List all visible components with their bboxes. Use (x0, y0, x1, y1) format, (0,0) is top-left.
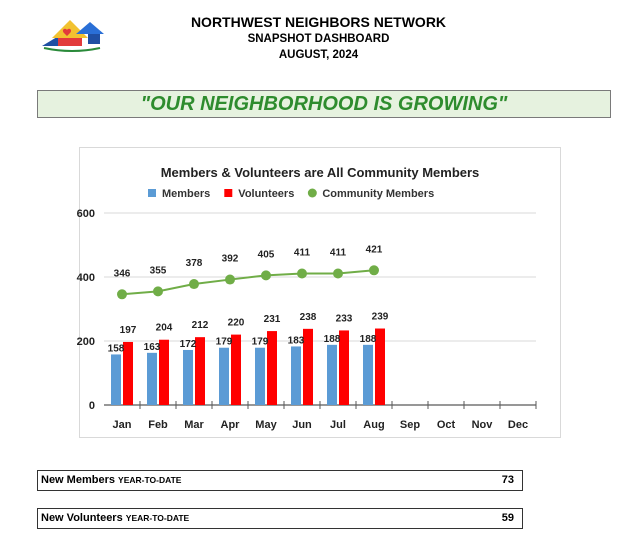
line-point (297, 268, 307, 279)
line-point (153, 286, 163, 297)
bar-members (111, 354, 121, 405)
bar-data-label: 172 (180, 339, 197, 350)
new-volunteers-sublabel: YEAR-TO-DATE (125, 513, 190, 523)
bar-data-label: 163 (144, 342, 161, 353)
line-point (369, 265, 379, 276)
bar-data-label: 212 (192, 320, 209, 331)
line-point (189, 279, 199, 290)
x-tick-label: Nov (472, 419, 494, 431)
line-data-label: 378 (186, 258, 203, 269)
new-members-value: 73 (501, 474, 514, 486)
new-members-label: New Members (41, 474, 115, 486)
line-data-label: 411 (294, 247, 311, 258)
y-tick-label: 600 (77, 208, 95, 220)
line-point (225, 274, 235, 285)
line-point (261, 270, 271, 281)
bar-volunteers (375, 328, 385, 405)
y-tick-label: 200 (77, 336, 95, 348)
legend-label: Members (162, 188, 210, 200)
report-period: AUGUST, 2024 (278, 49, 359, 61)
new-members-row: New Members YEAR-TO-DATE 73 (37, 470, 523, 491)
new-volunteers-row: New Volunteers YEAR-TO-DATE 59 (37, 508, 523, 529)
bar-data-label: 188 (360, 334, 377, 345)
bar-data-label: 233 (336, 313, 353, 324)
legend-swatch (224, 189, 233, 197)
bar-data-label: 220 (228, 318, 245, 329)
bar-data-label: 238 (300, 312, 317, 323)
bar-data-label: 239 (372, 312, 389, 323)
bar-volunteers (339, 330, 349, 405)
org-name: NORTHWEST NEIGHBORS NETWORK (190, 14, 447, 30)
new-volunteers-value: 59 (501, 512, 514, 524)
dashboard-subtitle: SNAPSHOT DASHBOARD (247, 33, 390, 45)
bar-members (219, 347, 229, 405)
x-tick-label: Feb (148, 419, 168, 431)
bar-data-label: 158 (108, 343, 125, 354)
line-data-label: 392 (222, 254, 239, 265)
x-tick-label: Jun (292, 419, 312, 431)
bar-members (327, 344, 337, 405)
line-data-label: 411 (330, 247, 347, 258)
line-data-label: 405 (258, 249, 275, 260)
organization-logo (42, 20, 104, 52)
x-tick-label: May (255, 419, 277, 431)
x-tick-label: Mar (184, 419, 204, 431)
legend-label: Volunteers (238, 188, 294, 200)
line-data-label: 346 (114, 268, 131, 279)
legend-label: Community Members (322, 188, 434, 200)
bar-data-label: 231 (264, 314, 281, 325)
x-axis: Jan Feb Mar Apr May Jun Jul Aug Sep Oct Nov Dec (113, 401, 537, 431)
chart-bars (111, 328, 385, 405)
line-data-label: 421 (366, 244, 383, 255)
x-tick-label: Sep (400, 419, 420, 431)
y-axis: 0 200 400 600 (77, 208, 95, 412)
x-tick-label: Jul (330, 419, 346, 431)
line-point (117, 289, 127, 300)
series-line (121, 269, 375, 296)
bar-volunteers (231, 334, 241, 405)
legend-swatch (148, 189, 156, 197)
bar-members (363, 344, 373, 405)
bar-volunteers (159, 339, 169, 405)
bar-members (147, 352, 157, 405)
bar-data-label: 179 (252, 337, 269, 348)
x-tick-label: Aug (363, 419, 384, 431)
y-tick-label: 400 (77, 272, 95, 284)
bar-members (291, 346, 301, 405)
x-tick-label: Apr (221, 419, 241, 431)
x-tick-label: Dec (508, 419, 528, 431)
bar-volunteers (195, 337, 205, 405)
new-volunteers-label: New Volunteers (41, 512, 123, 524)
y-tick-label: 0 (89, 400, 95, 412)
chart-legend: Members Volunteers Community Members (148, 188, 434, 200)
chart-frame (79, 147, 561, 438)
legend-swatch (307, 188, 317, 198)
bar-volunteers (123, 341, 133, 405)
bar-volunteers (303, 328, 313, 405)
bar-data-label: 183 (288, 335, 305, 346)
bar-data-label: 179 (216, 337, 233, 348)
community-line (117, 265, 379, 300)
bar-data-label: 197 (120, 325, 137, 336)
line-data-label: 355 (150, 265, 167, 276)
bar-data-label: 204 (156, 323, 173, 334)
new-members-sublabel: YEAR-TO-DATE (118, 475, 182, 485)
chart-data-labels: 158 163 172 179 179 183 188 188 197 204 212 220 231 2… (108, 244, 389, 354)
bar-volunteers (267, 331, 277, 405)
line-point (333, 268, 343, 279)
chart-title: Members & Volunteers are All Community M… (161, 165, 480, 180)
x-tick-label: Oct (437, 419, 456, 431)
bar-members (255, 347, 265, 405)
x-tick-label: Jan (113, 419, 132, 431)
bar-members (183, 349, 193, 405)
headline-banner: "OUR NEIGHBORHOOD IS GROWING" (37, 90, 611, 118)
bar-data-label: 188 (324, 334, 341, 345)
